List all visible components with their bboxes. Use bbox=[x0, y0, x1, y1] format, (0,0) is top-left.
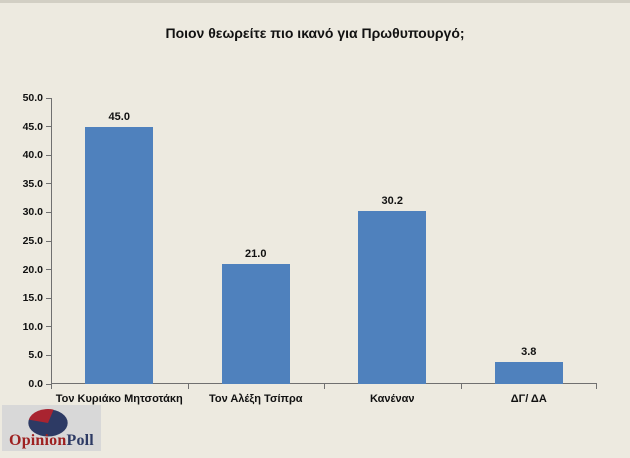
y-axis-tick-label: 30.0 bbox=[22, 206, 43, 219]
plot-area: 45.0 Τον Κυριάκο Μητσοτάκη 21.0 Τον Αλέξη Τ… bbox=[23, 93, 598, 405]
logo-text-poll: Poll bbox=[66, 432, 94, 449]
opinionpoll-logo: OpinionPoll bbox=[2, 405, 101, 451]
x-axis-tick bbox=[596, 384, 597, 389]
y-axis-tick bbox=[46, 269, 51, 271]
category-column: 21.0 Τον Αλέξη Τσίπρα bbox=[188, 98, 325, 405]
y-axis-tick-label: 50.0 bbox=[22, 92, 43, 104]
chart-title: Ποιον θεωρείτε πιο ικανό για Πρωθυπουργό… bbox=[165, 25, 465, 41]
bar bbox=[85, 126, 154, 384]
bar bbox=[358, 211, 427, 384]
y-axis-tick bbox=[46, 240, 51, 242]
y-axis-tick-label: 40.0 bbox=[22, 149, 43, 162]
bar-value-label: 3.8 bbox=[521, 346, 537, 359]
logo-wordmark: OpinionPoll bbox=[2, 432, 101, 450]
category-column: 45.0 Τον Κυριάκο Μητσοτάκη bbox=[51, 98, 188, 405]
y-axis-tick bbox=[46, 354, 51, 356]
x-axis-label: Τον Αλέξη Τσίπρα bbox=[208, 393, 303, 405]
pie-chart-logo-icon bbox=[28, 409, 68, 437]
category-column: 30.2 Κανέναν bbox=[324, 98, 461, 405]
y-axis-tick-label: 5.0 bbox=[28, 349, 43, 362]
x-axis-line bbox=[51, 383, 597, 384]
x-axis-label: Τον Κυριάκο Μητσοτάκη bbox=[55, 393, 183, 405]
bar-value-label: 21.0 bbox=[245, 247, 267, 260]
bar bbox=[221, 263, 290, 384]
x-axis-label: Κανέναν bbox=[369, 393, 415, 405]
bar-value-label: 30.2 bbox=[381, 195, 403, 208]
x-axis-label: ΔΓ/ ΔΑ bbox=[510, 393, 547, 405]
bar-value-label: 45.0 bbox=[108, 110, 130, 123]
y-axis-tick-label: 20.0 bbox=[22, 263, 43, 276]
y-axis-tick-label: 15.0 bbox=[22, 292, 43, 305]
y-axis-tick-label: 0.0 bbox=[28, 378, 43, 390]
y-axis-line bbox=[51, 98, 52, 384]
y-axis-tick bbox=[46, 97, 51, 99]
x-axis-tick bbox=[187, 384, 189, 389]
y-axis-tick bbox=[46, 297, 51, 299]
y-axis-tick bbox=[46, 183, 51, 185]
y-axis-tick-label: 25.0 bbox=[22, 235, 43, 247]
y-axis-tick bbox=[46, 326, 51, 328]
y-axis-tick bbox=[46, 211, 51, 213]
y-axis-tick bbox=[46, 154, 51, 156]
x-axis-tick bbox=[460, 384, 462, 389]
bar-series: 45.0 Τον Κυριάκο Μητσοτάκη 21.0 Τον Αλέξη Τ… bbox=[51, 98, 598, 405]
y-axis-tick-label: 10.0 bbox=[22, 320, 43, 333]
y-axis-tick-label: 45.0 bbox=[22, 120, 43, 133]
y-axis-tick bbox=[46, 383, 51, 385]
y-axis-tick-label: 35.0 bbox=[22, 177, 43, 190]
bar bbox=[494, 362, 563, 384]
x-axis-tick bbox=[324, 384, 325, 389]
logo-text-opinion: Opinion bbox=[9, 432, 67, 449]
y-axis-tick bbox=[46, 126, 51, 128]
category-column: 3.8 ΔΓ/ ΔΑ bbox=[461, 98, 598, 405]
x-axis-tick bbox=[51, 384, 52, 389]
